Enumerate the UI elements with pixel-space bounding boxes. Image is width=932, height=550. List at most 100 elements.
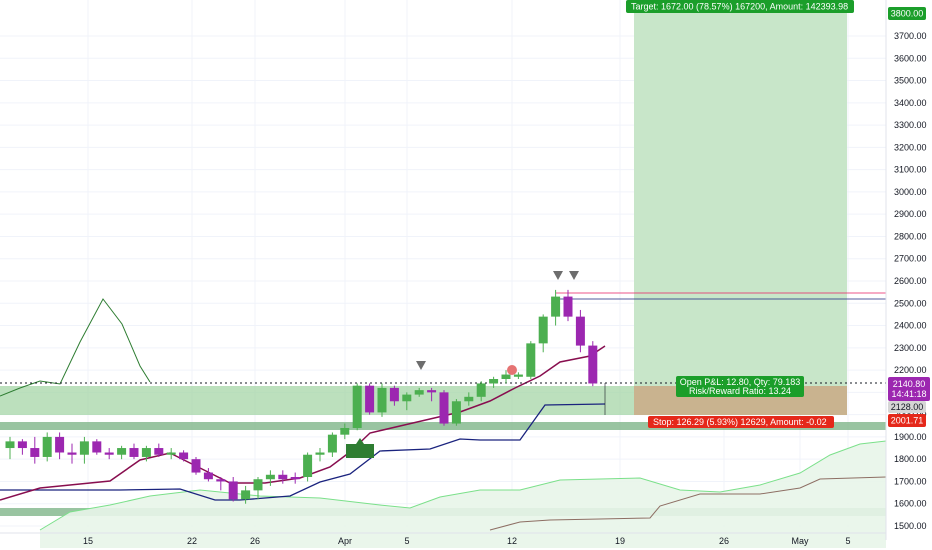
candle — [278, 470, 288, 484]
candle-body — [166, 452, 176, 455]
sell-marker-icon — [553, 271, 563, 280]
candle — [154, 443, 164, 457]
candle — [203, 468, 213, 482]
candle-body — [79, 441, 89, 455]
price-tick-label: 1800.00 — [894, 454, 927, 464]
price-tag-stop: 2001.71 — [888, 414, 926, 427]
candle-body — [117, 448, 127, 455]
maroon-ma — [0, 345, 606, 501]
signal-markers — [346, 271, 579, 458]
candle — [575, 309, 585, 353]
candle-body — [241, 490, 251, 500]
price-tick-label: 2300.00 — [894, 343, 927, 353]
candle — [67, 443, 77, 464]
price-tick-label: 3600.00 — [894, 53, 927, 63]
candle-body — [427, 390, 437, 393]
candle-body — [42, 436, 52, 457]
candle — [30, 436, 40, 464]
candle-body — [129, 448, 139, 457]
price-tick-label: 3100.00 — [894, 165, 927, 175]
candle-body — [290, 477, 300, 480]
candle — [513, 372, 523, 379]
time-tick-label: 26 — [719, 536, 729, 546]
candle — [327, 432, 337, 457]
candle — [79, 436, 89, 464]
candle-body — [538, 316, 548, 344]
candle-body — [104, 452, 114, 455]
candle-body — [303, 454, 313, 477]
time-tick-label: 19 — [615, 536, 625, 546]
candle — [117, 445, 127, 460]
price-tick-label: 3300.00 — [894, 120, 927, 130]
candle-body — [253, 479, 263, 491]
sell-marker-icon — [569, 271, 579, 280]
svg-text:Stop: 126.29 (5.93%) 12629, Am: Stop: 126.29 (5.93%) 12629, Amount: -0.0… — [653, 417, 827, 427]
price-tick-label: 1700.00 — [894, 476, 927, 486]
candle-body — [489, 379, 499, 384]
price-tick-label: 3500.00 — [894, 76, 927, 86]
candle-body — [365, 385, 375, 413]
candle — [464, 392, 474, 406]
candle — [377, 383, 387, 417]
candle — [129, 443, 139, 460]
candle-body — [154, 448, 164, 455]
candle-body — [439, 392, 449, 424]
alert-circle-icon — [507, 365, 517, 375]
candle-body — [352, 385, 362, 428]
time-tick-label: 5 — [404, 536, 409, 546]
time-axis[interactable]: 15 22 26 Apr 5 12 19 26 May 5 — [0, 532, 886, 546]
svg-text:2128.00: 2128.00 — [891, 402, 924, 412]
cloud-lower-line — [489, 476, 887, 531]
candle-body — [141, 448, 151, 457]
candle — [551, 289, 561, 326]
svg-text:Risk/Reward Ratio: 13.24: Risk/Reward Ratio: 13.24 — [689, 386, 791, 396]
candle — [92, 439, 102, 455]
svg-text:3800.00: 3800.00 — [891, 9, 924, 19]
candles — [5, 289, 598, 504]
price-tick-label: 2800.00 — [894, 231, 927, 241]
trade-zones — [0, 12, 886, 516]
candle-body — [588, 345, 598, 384]
svg-text:Open P&L: 12.80, Qty: 79.183: Open P&L: 12.80, Qty: 79.183 — [680, 377, 801, 387]
candle — [228, 477, 238, 502]
candle-body — [315, 452, 325, 455]
sell-marker-icon — [416, 361, 426, 370]
candle-body — [563, 296, 573, 317]
navy-baseline — [0, 403, 606, 501]
candle — [427, 387, 437, 402]
candle-body — [575, 316, 585, 346]
price-axis-bg — [886, 0, 932, 550]
candle — [476, 381, 486, 402]
candle — [191, 456, 201, 475]
cloud-upper-line — [39, 440, 887, 531]
candle — [315, 448, 325, 462]
price-tick-label: 2600.00 — [894, 276, 927, 286]
price-tick-label: 2900.00 — [894, 209, 927, 219]
price-tick-label: 2500.00 — [894, 298, 927, 308]
candle — [414, 387, 424, 397]
time-tick-label: 5 — [845, 536, 850, 546]
candle — [501, 370, 511, 384]
candle — [216, 477, 226, 491]
time-tick-label: 12 — [507, 536, 517, 546]
price-tick-label: 2200.00 — [894, 365, 927, 375]
candle — [179, 450, 189, 462]
candle-body — [67, 452, 77, 455]
candle-body — [327, 434, 337, 453]
candle-body — [265, 474, 275, 480]
price-axis[interactable]: 1500.001600.001700.001800.001900.002000.… — [885, 0, 932, 550]
target-zone — [634, 12, 847, 386]
price-tag-last: 2140.80 14:41:18 — [888, 377, 930, 401]
candle-body — [389, 387, 399, 402]
price-tick-label: 2400.00 — [894, 321, 927, 331]
support-band-lower — [0, 422, 886, 430]
svg-text:Target: 1672.00 (78.57%) 16720: Target: 1672.00 (78.57%) 167200, Amount:… — [631, 2, 848, 12]
candle — [526, 341, 536, 379]
candle-body — [451, 401, 461, 424]
price-tick-label: 2700.00 — [894, 254, 927, 264]
candle-body — [5, 441, 15, 449]
price-tick-label: 1500.00 — [894, 521, 927, 531]
price-tag-entry: 2128.00 — [888, 401, 926, 413]
candle — [439, 390, 449, 426]
